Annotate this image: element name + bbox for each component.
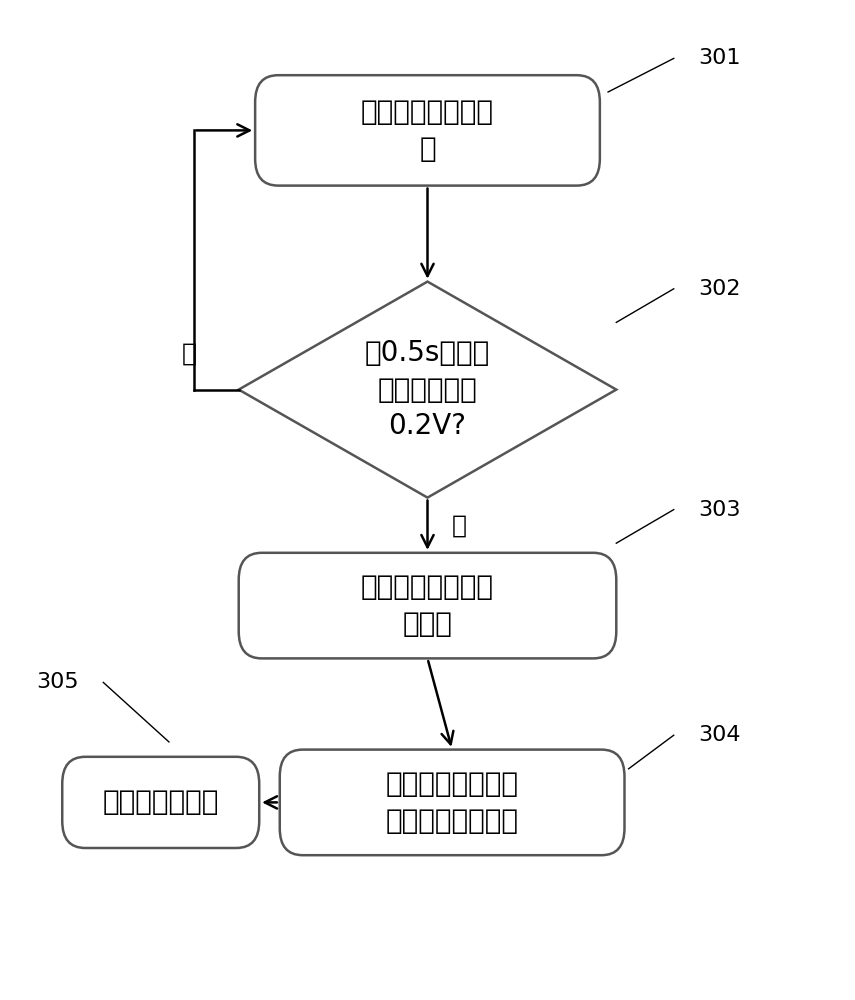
Text: 采样低压蓄电池电
压: 采样低压蓄电池电 压 — [361, 98, 494, 163]
Text: 确定电池稳定状态
下电压: 确定电池稳定状态 下电压 — [361, 573, 494, 638]
Text: 否: 否 — [182, 342, 197, 366]
Text: 302: 302 — [699, 279, 741, 299]
Polygon shape — [239, 282, 616, 498]
FancyBboxPatch shape — [280, 750, 624, 855]
Text: 基于电压查表得到
低压蓄电池电荷量: 基于电压查表得到 低压蓄电池电荷量 — [386, 770, 519, 835]
Text: 305: 305 — [36, 672, 79, 692]
Text: 在0.5s内电压
变化是否小于
0.2V?: 在0.5s内电压 变化是否小于 0.2V? — [365, 339, 490, 440]
Text: 计算需求充电量: 计算需求充电量 — [103, 788, 219, 816]
FancyBboxPatch shape — [239, 553, 616, 658]
Text: 303: 303 — [699, 500, 741, 520]
FancyBboxPatch shape — [62, 757, 259, 848]
Text: 301: 301 — [699, 48, 741, 68]
Text: 是: 是 — [452, 513, 467, 537]
Text: 304: 304 — [699, 725, 741, 745]
FancyBboxPatch shape — [255, 75, 600, 186]
